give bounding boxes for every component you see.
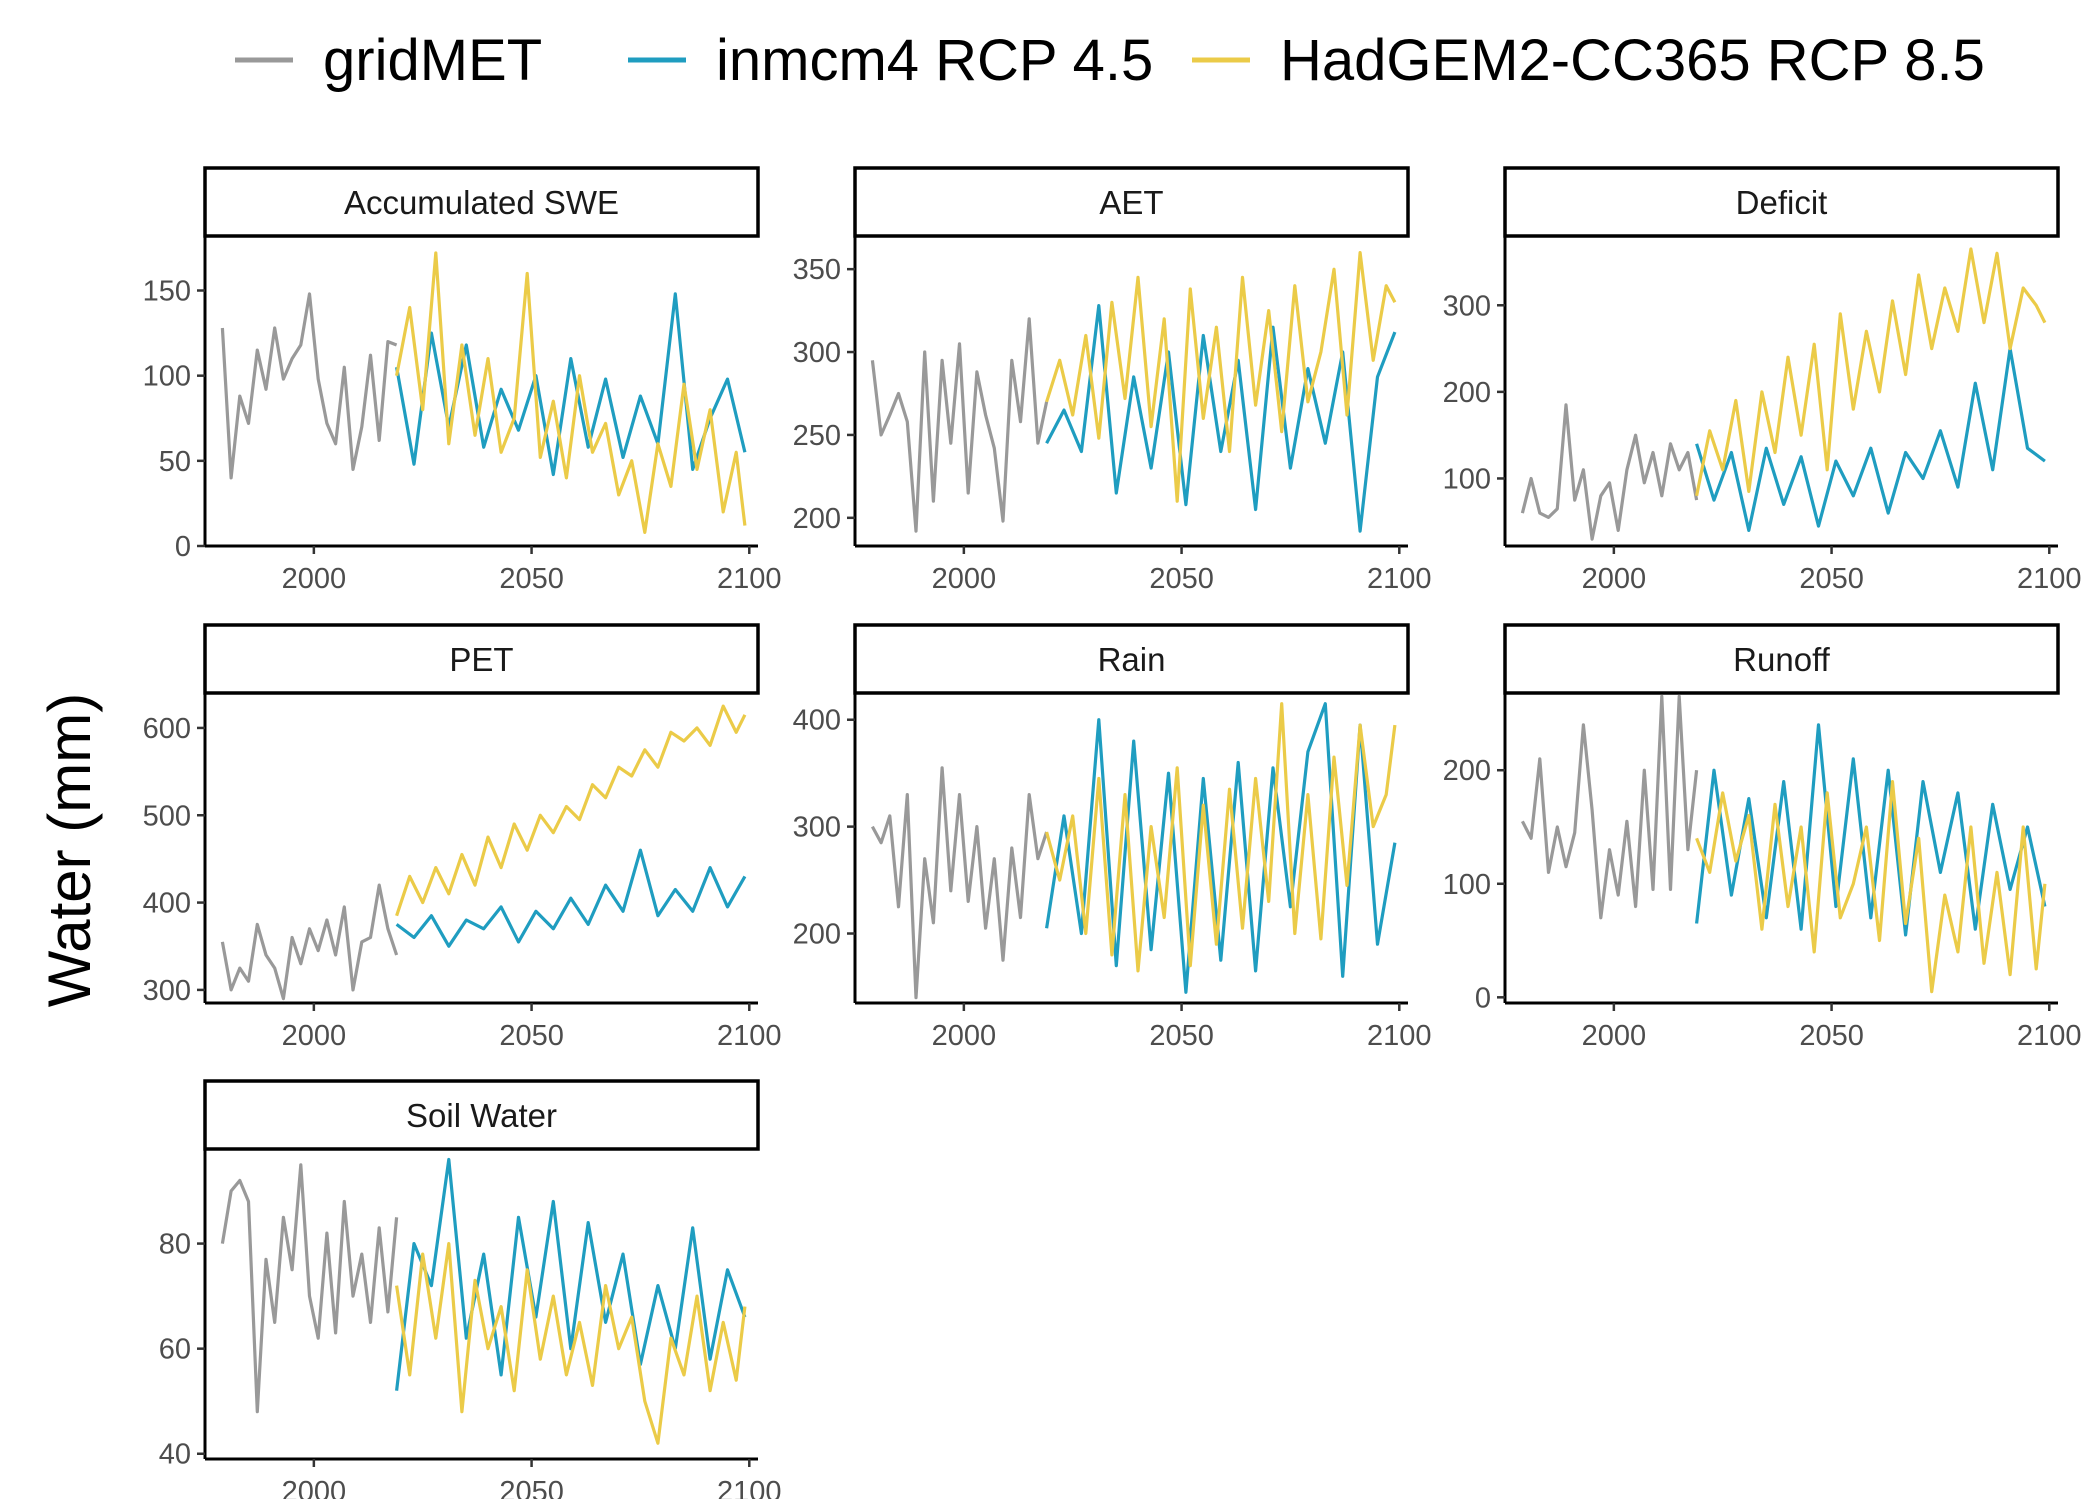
x-tick-label: 2100 [2017,1020,2082,1052]
y-tick-label: 40 [159,1439,191,1471]
legend-label-hadgem2-cc365-rcp-8-5: HadGEM2-CC365 RCP 8.5 [1280,28,1985,93]
x-tick-label: 2100 [717,563,782,595]
x-tick-label: 2000 [282,563,347,595]
panel-strip [853,166,1410,238]
panel-runoff: Runoff 0 100 200 2000 2050 2100 [1443,623,2082,1052]
legend: gridMET inmcm4 RCP 4.5 HadGEM2-CC365 RCP 8… [235,28,1985,93]
x-tick-label: 2000 [1582,563,1647,595]
y-tick-label: 80 [159,1229,191,1261]
series-line-hadgem2-cc365-rcp-8-5 [395,1241,747,1445]
series-line-gridmet [1520,694,1699,920]
x-tick-label: 2100 [2017,563,2082,595]
panel-title: Deficit [1736,184,1828,221]
panel-strip [203,166,760,238]
y-tick-label: 0 [175,531,191,563]
x-tick-label: 2000 [282,1476,347,1499]
panel-title: AET [1099,184,1163,221]
x-tick-label: 2050 [499,1020,564,1052]
y-tick-label: 300 [793,337,841,369]
y-tick-label: 400 [793,705,841,737]
y-tick-label: 300 [793,812,841,844]
x-tick-label: 2000 [932,563,997,595]
panel-soil-water: Soil Water 40 60 80 2000 2050 2100 [159,1079,782,1499]
x-tick-label: 2050 [499,1476,564,1499]
series-line-gridmet [220,883,399,1001]
x-tick-label: 2000 [1582,1020,1647,1052]
series-line-inmcm4-rcp-4-5 [395,848,747,948]
y-tick-label: 200 [793,503,841,535]
panel-title: Accumulated SWE [344,184,619,221]
series-line-inmcm4-rcp-4-5 [1695,723,2047,937]
panel-pet: PET 300 400 500 600 2000 2050 2100 [143,623,782,1052]
y-tick-label: 100 [1443,463,1491,495]
y-tick-label: 100 [1443,869,1491,901]
y-tick-label: 300 [1443,290,1491,322]
panel-title: Runoff [1733,641,1830,678]
y-tick-label: 200 [793,919,841,951]
y-tick-label: 400 [143,888,191,920]
legend-item-inmcm4-rcp-4-5: inmcm4 RCP 4.5 [628,28,1153,93]
panel-aet: AET 200 250 300 350 2000 2050 2100 [793,166,1432,595]
y-tick-label: 250 [793,420,841,452]
panel-strip [203,1079,760,1151]
legend-label-inmcm4-rcp-4-5: inmcm4 RCP 4.5 [716,28,1153,93]
series-line-gridmet [870,766,1049,1000]
y-tick-label: 150 [143,276,191,308]
series-line-inmcm4-rcp-4-5 [1695,347,2046,533]
panel-strip [853,623,1410,695]
x-tick-label: 2000 [932,1020,997,1052]
series-line-gridmet [220,292,398,480]
y-tick-label: 500 [143,800,191,832]
y-axis-label: Water (mm) [36,693,103,1007]
y-tick-label: 100 [143,361,191,393]
panel-title: PET [449,641,513,678]
y-tick-label: 200 [1443,377,1491,409]
x-tick-label: 2000 [282,1020,347,1052]
x-tick-label: 2100 [1367,563,1432,595]
panel-rain: Rain 200 300 400 2000 2050 2100 [793,623,1432,1052]
series-line-gridmet [870,317,1049,533]
y-tick-label: 0 [1475,982,1491,1014]
panel-title: Soil Water [406,1097,557,1134]
panel-strip [1503,166,2060,238]
series-line-gridmet [1520,403,1699,541]
panel-title: Rain [1098,641,1166,678]
y-tick-label: 60 [159,1334,191,1366]
y-tick-label: 300 [143,975,191,1007]
series-line-hadgem2-cc365-rcp-8-5 [1695,247,2047,497]
x-tick-label: 2050 [1799,1020,1864,1052]
series-line-inmcm4-rcp-4-5 [395,1157,747,1391]
series-line-hadgem2-cc365-rcp-8-5 [395,704,747,917]
y-tick-label: 600 [143,713,191,745]
series-line-inmcm4-rcp-4-5 [1045,304,1397,533]
x-tick-label: 2050 [499,563,564,595]
y-tick-label: 50 [159,446,191,478]
series-line-hadgem2-cc365-rcp-8-5 [1045,251,1397,503]
series-line-inmcm4-rcp-4-5 [1045,702,1397,994]
series-line-hadgem2-cc365-rcp-8-5 [1045,702,1397,973]
legend-item-gridmet: gridMET [235,28,542,93]
series-line-hadgem2-cc365-rcp-8-5 [1695,779,2047,994]
panel-strip [203,623,760,695]
y-tick-label: 200 [1443,755,1491,787]
x-tick-label: 2100 [1367,1020,1432,1052]
series-line-hadgem2-cc365-rcp-8-5 [395,251,747,535]
x-tick-label: 2050 [1799,563,1864,595]
legend-label-gridmet: gridMET [323,28,542,93]
legend-item-hadgem2-cc365-rcp-8-5: HadGEM2-CC365 RCP 8.5 [1192,28,1985,93]
x-tick-label: 2100 [717,1020,782,1052]
panel-deficit: Deficit 100 200 300 2000 2050 2100 [1443,166,2082,595]
y-tick-label: 350 [793,254,841,286]
panel-accumulated-swe: Accumulated SWE 0 50 100 150 2000 2050 2100 [143,166,782,595]
series-line-gridmet [220,1163,399,1414]
x-tick-label: 2050 [1149,1020,1214,1052]
x-tick-label: 2050 [1149,563,1214,595]
panel-strip [1503,623,2060,695]
x-tick-label: 2100 [717,1476,782,1499]
